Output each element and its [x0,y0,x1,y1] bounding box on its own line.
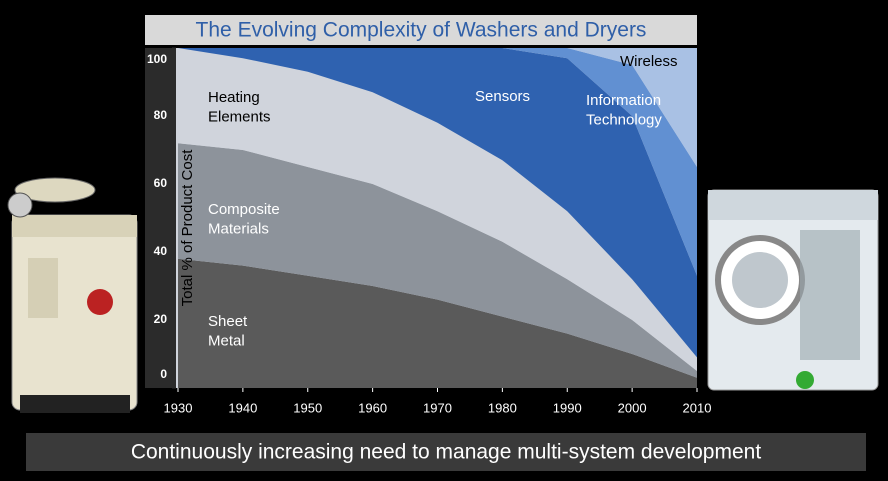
area [178,48,697,358]
y-tick-label: 40 [154,244,168,258]
x-tick-label: 1960 [358,400,387,415]
series-label: Composite Materials [208,201,280,238]
old-washer-image [7,177,138,413]
x-tick-label: 1950 [293,400,322,415]
series-label: Wireless [620,53,678,70]
series-label: Sheet Metal [208,313,248,350]
area [178,48,697,371]
y-tick-label: 0 [160,367,167,381]
area [178,143,697,378]
x-tick-label: 1970 [423,400,452,415]
x-tick-label: 1940 [228,400,257,415]
plot [178,48,697,388]
modern-washer-image [707,189,879,391]
y-tick-label: 80 [154,108,168,122]
series-label: Sensors [475,88,530,105]
chart-title: The Evolving Complexity of Washers and D… [196,19,647,42]
x-tick-label: 1930 [164,400,193,415]
y-tick-label: 60 [154,176,168,190]
x-tick-label: 1980 [488,400,517,415]
caption: Continuously increasing need to manage m… [131,441,762,464]
caption-bar [26,433,866,471]
area [178,48,697,167]
series-label: Information Technology [586,92,662,129]
x-tick-label: 2000 [618,400,647,415]
title-bar [145,15,697,45]
y-axis-title: Total % of Product Cost [179,149,196,307]
series-label: Heating Elements [208,89,271,126]
y-tick-label: 100 [147,52,167,66]
x-tick-label: 2010 [683,400,712,415]
area [178,258,697,388]
x-tick-label: 1990 [553,400,582,415]
y-tick-label: 20 [154,312,168,326]
y-axis-strip [145,48,176,388]
